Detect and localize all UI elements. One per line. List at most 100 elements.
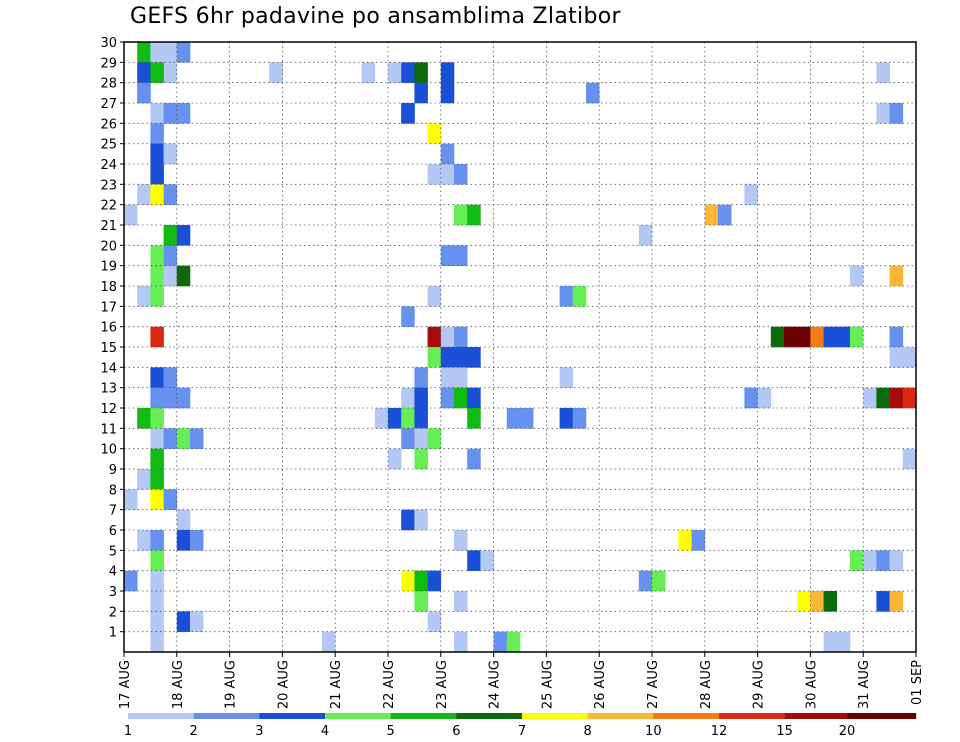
heatmap-cell [150, 469, 164, 490]
x-tick-label: 18 AUG [171, 660, 186, 709]
heatmap-cell [150, 611, 164, 632]
heatmap-cell [678, 530, 692, 551]
heatmap-cell [150, 103, 164, 124]
heatmap-cell [137, 184, 151, 205]
y-tick-label: 29 [100, 56, 117, 71]
heatmap-cell [150, 42, 164, 63]
y-tick-label: 6 [109, 524, 117, 539]
colorbar-label: 10 [645, 724, 662, 739]
heatmap-cell [876, 387, 890, 409]
heatmap-cell [401, 428, 415, 449]
heatmap-cell [150, 489, 164, 510]
heatmap-cell [150, 245, 164, 266]
heatmap-cell [150, 286, 164, 307]
x-tick-label: 28 AUG [699, 660, 714, 709]
y-tick-label: 9 [109, 463, 117, 478]
heatmap-cell [559, 367, 574, 388]
heatmap-cell [427, 570, 442, 592]
x-tick-label: 29 AUG [752, 660, 767, 709]
heatmap-cell [190, 530, 204, 551]
colorbar-label: 5 [387, 724, 395, 739]
heatmap-cell [414, 62, 428, 83]
heatmap-cell [889, 265, 904, 287]
heatmap-cell [137, 82, 151, 104]
x-tick-label: 01 SEP [910, 660, 925, 705]
heatmap-cell [163, 245, 178, 266]
colorbar-swatch [587, 713, 654, 719]
heatmap-cell [176, 42, 191, 63]
x-tick-label: 22 AUG [382, 660, 397, 709]
heatmap-cell [163, 225, 178, 246]
y-tick-label: 10 [100, 443, 117, 458]
heatmap-cell [361, 62, 376, 83]
heatmap-cell [823, 326, 838, 348]
colorbar-swatch [390, 713, 457, 719]
heatmap-cell [414, 448, 428, 470]
heatmap-cell [388, 448, 402, 470]
heatmap-cell [427, 164, 442, 185]
colorbar-swatch [259, 713, 326, 719]
heatmap-cell [401, 306, 415, 327]
heatmap-cell [388, 408, 402, 429]
heatmap-cell [863, 550, 877, 571]
heatmap-cell [440, 326, 455, 348]
heatmap-cell [810, 326, 824, 348]
heatmap-cell [876, 103, 890, 124]
y-tick-label: 12 [100, 402, 117, 417]
heatmap-cell [427, 326, 442, 348]
heatmap-cell [427, 286, 442, 307]
heatmap-cell [374, 408, 389, 429]
y-tick-label: 26 [100, 117, 117, 132]
heatmap-cell [414, 408, 428, 429]
y-tick-label: 14 [100, 361, 117, 376]
x-tick-label: 21 AUG [329, 660, 344, 709]
heatmap-cell [493, 631, 508, 653]
y-tick-label: 20 [100, 239, 117, 254]
heatmap-cell [427, 123, 442, 144]
heatmap-cell [704, 204, 719, 226]
y-tick-label: 28 [100, 77, 117, 92]
chart-title: GEFS 6hr padavine po ansamblima Zlatibor [130, 4, 621, 29]
heatmap-cell [836, 631, 851, 653]
heatmap-cell [454, 204, 468, 226]
heatmap-cell [163, 62, 178, 83]
heatmap-cell [572, 408, 587, 429]
y-tick-label: 22 [100, 199, 117, 214]
x-tick-label: 30 AUG [804, 660, 819, 709]
x-tick-label: 26 AUG [593, 660, 608, 709]
heatmap-cell [401, 509, 415, 531]
heatmap-cell [638, 570, 653, 592]
heatmap-cell [150, 631, 164, 653]
heatmap-cell [163, 143, 178, 165]
heatmap-cell [401, 103, 415, 124]
heatmap-cell [190, 428, 204, 449]
heatmap-cell [850, 326, 864, 348]
heatmap-cell [150, 143, 164, 165]
heatmap-cell [176, 265, 191, 287]
heatmap-cell [163, 367, 178, 388]
y-tick-label: 2 [109, 605, 117, 620]
heatmap-cell [150, 387, 164, 409]
y-tick-label: 21 [100, 219, 117, 234]
y-tick-label: 27 [100, 97, 117, 112]
heatmap-cell [150, 570, 164, 592]
heatmap-cell [454, 245, 468, 266]
heatmap-cell [586, 82, 600, 104]
heatmap-cell [163, 387, 178, 409]
colorbar-label: 12 [711, 724, 728, 739]
y-tick-label: 30 [100, 36, 117, 51]
heatmap-cell [506, 631, 521, 653]
heatmap-cell [440, 245, 455, 266]
heatmap-cell [401, 570, 415, 592]
heatmap-cell [269, 62, 283, 83]
heatmap-cell [876, 591, 890, 612]
heatmap-cell [823, 591, 838, 612]
heatmap-cell [150, 428, 164, 449]
colorbar-swatch [847, 713, 917, 719]
x-tick-label: 17 AUG [118, 660, 133, 709]
colorbar-label: 20 [839, 724, 856, 739]
heatmap-cell [190, 611, 204, 632]
heatmap-cell [137, 408, 151, 429]
heatmap-cell [440, 62, 455, 83]
